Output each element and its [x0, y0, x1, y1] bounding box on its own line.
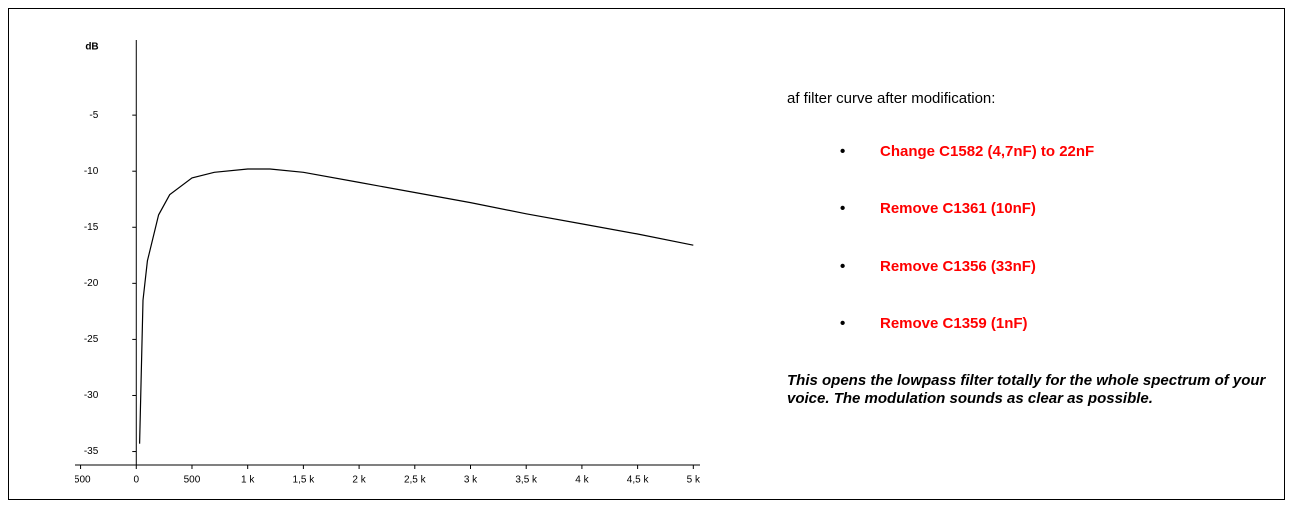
y-tick-label: -15: [84, 222, 99, 233]
x-tick-label: 2,5 k: [404, 475, 427, 486]
x-tick-label: 0: [133, 475, 139, 486]
x-tick-label: 4,5 k: [627, 475, 650, 486]
y-axis-label: dB: [85, 42, 98, 53]
bullet-text: Remove C1359 (1nF): [880, 315, 1028, 332]
note: This opens the lowpass filter totally fo…: [787, 372, 1266, 407]
y-tick-label: -10: [84, 166, 99, 177]
x-tick-label: 2 k: [352, 475, 366, 486]
x-tick-label: 1,5 k: [293, 475, 316, 486]
x-tick-label: 5 k: [687, 475, 701, 486]
y-tick-label: -5: [89, 110, 98, 121]
bullet-dot: •: [840, 315, 846, 332]
x-tick-label: 3,5 k: [515, 475, 538, 486]
y-tick-label: -25: [84, 334, 99, 345]
bullet-text: Remove C1361 (10nF): [880, 200, 1036, 217]
frame: [8, 8, 1285, 500]
y-tick-label: -35: [84, 446, 99, 457]
bullet-text: Remove C1356 (33nF): [880, 258, 1036, 275]
x-tick-label: 4 k: [575, 475, 589, 486]
x-tick-group: -500 0 500 1 k 1,5 k 2 k 2,5 k 3 k 3,5 k 4 k 4,5 k…: [71, 475, 701, 486]
x-tick-label: -500: [71, 475, 91, 486]
curve: [139, 168, 694, 444]
y-tick-label: -30: [84, 390, 99, 401]
x-tick-label: 3 k: [464, 475, 478, 486]
bullet-dot: •: [840, 258, 846, 275]
intro: af filter curve after modification:: [787, 90, 996, 107]
bullet-dot: •: [840, 143, 846, 160]
bullet-text: Change C1582 (4,7nF) to 22nF: [880, 143, 1095, 160]
x-tick-label: 500: [184, 475, 201, 486]
bullet-dot: •: [840, 200, 846, 217]
y-tick-label: -20: [84, 278, 99, 289]
chart: dB -500 0 500 1 k 1,5 k 2 k 2,5 k 3 k 3,5 k 4 k 4,…: [71, 40, 701, 486]
x-tick-label: 1 k: [241, 475, 255, 486]
